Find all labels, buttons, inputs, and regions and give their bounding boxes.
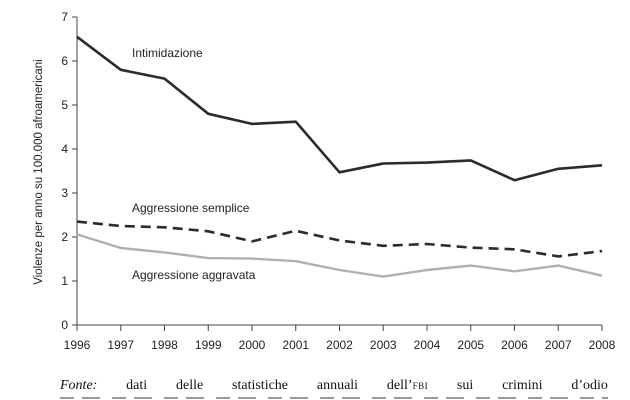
series-line-aggressione-aggravata xyxy=(76,233,603,278)
x-tick-label: 2005 xyxy=(457,338,484,352)
series-line-intimidazione xyxy=(76,35,603,182)
caption-word: annuali xyxy=(316,378,359,393)
y-tick-label: 2 xyxy=(61,230,68,244)
y-tick-label: 4 xyxy=(61,142,68,156)
caption-word: delle xyxy=(175,378,204,393)
y-tick-label: 6 xyxy=(61,54,68,68)
x-axis: 1996 1997 1998 1999 2000 2001 2002 2003 2004 2005… xyxy=(64,324,616,352)
x-tick-label: 2000 xyxy=(239,338,266,352)
x-tick-label: 2001 xyxy=(282,338,309,352)
caption-next-line-fragment xyxy=(60,396,608,400)
series-lines xyxy=(76,35,603,278)
y-tick-label: 3 xyxy=(61,186,68,200)
x-tick-label: 1998 xyxy=(151,338,178,352)
y-axis-label: Violenze per anno su 100.000 afroamerica… xyxy=(33,59,45,284)
x-tick-label: 1996 xyxy=(64,338,91,352)
series-labels: Intimidazione Aggressione semplice Aggress… xyxy=(132,46,256,282)
line-chart: 0 1 2 3 4 5 6 7 1996 1997 1998 1999 2000 2001 2002 200… xyxy=(33,10,616,352)
y-tick-label: 5 xyxy=(61,98,68,112)
caption-word: dati xyxy=(126,378,148,393)
x-tick-label: 2008 xyxy=(589,338,616,352)
y-tick-label: 0 xyxy=(61,318,68,332)
caption-word: statistiche xyxy=(232,378,289,393)
series-label-aggressione-aggravata: Aggressione aggravata xyxy=(132,268,256,282)
x-tick-label: 2004 xyxy=(414,338,441,352)
caption-word-dell: dell’FBI xyxy=(387,378,428,394)
x-tick-label: 2006 xyxy=(501,338,528,352)
series-label-intimidazione: Intimidazione xyxy=(132,46,203,60)
caption-word: sui xyxy=(456,378,474,393)
caption-source-label: Fonte: xyxy=(60,378,98,393)
x-tick-label: 2007 xyxy=(545,338,572,352)
caption-word: crimini xyxy=(502,378,543,393)
x-tick-label: 1997 xyxy=(107,338,134,352)
series-label-aggressione-semplice: Aggressione semplice xyxy=(132,201,250,215)
x-tick-label: 1999 xyxy=(195,338,222,352)
y-tick-label: 1 xyxy=(61,274,68,288)
y-axis: 0 1 2 3 4 5 6 7 xyxy=(61,10,78,332)
source-caption: Fonte: dati delle statistiche annuali de… xyxy=(60,378,608,396)
y-tick-label: 7 xyxy=(61,10,68,24)
x-tick-label: 2002 xyxy=(326,338,353,352)
caption-fbi: FBI xyxy=(412,381,429,391)
caption-word: d’odio xyxy=(571,378,608,393)
series-line-aggressione-semplice xyxy=(76,220,603,258)
x-tick-label: 2003 xyxy=(370,338,397,352)
caption-dell-prefix: dell’ xyxy=(386,378,413,393)
